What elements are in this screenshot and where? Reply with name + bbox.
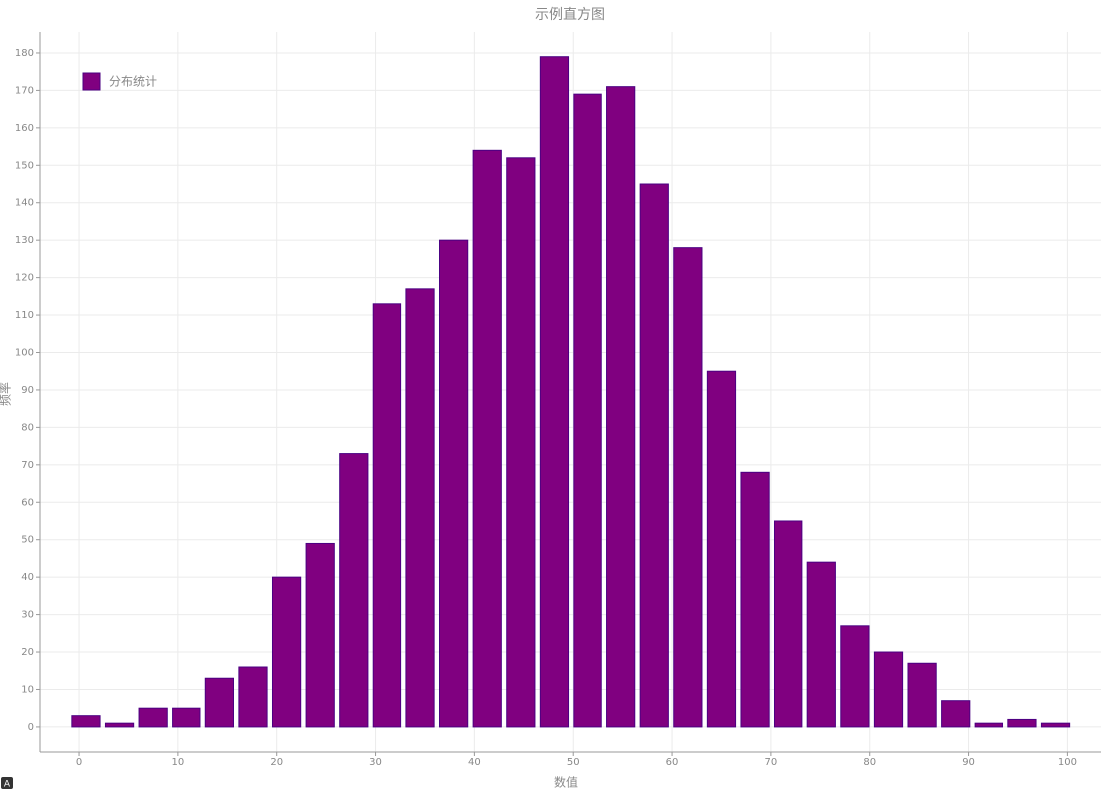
x-tick-label: 20 [270,757,283,768]
x-tick-label: 90 [962,757,975,768]
bar [138,707,168,728]
bar [104,722,135,728]
y-tick-label: 30 [21,610,34,621]
bar [606,86,636,728]
y-tick-label: 140 [15,198,34,209]
bar [439,239,469,728]
bar [372,303,402,728]
bar [1007,718,1037,728]
legend-swatch [82,72,101,91]
legend-label: 分布统计 [109,75,157,89]
bar [740,471,770,728]
bar [271,576,302,728]
bar [305,542,335,728]
y-tick-label: 110 [15,310,34,321]
bar [974,722,1004,728]
x-tick-label: 80 [863,757,876,768]
bar [907,662,937,728]
y-tick-label: 130 [15,235,34,246]
bar [573,93,602,728]
x-tick-label: 70 [765,757,778,768]
y-tick-label: 80 [21,422,34,433]
bar [673,247,703,728]
bar [840,625,870,728]
bar [706,370,737,728]
y-tick-label: 0 [28,722,34,733]
y-tick-label: 20 [21,647,34,658]
y-tick-label: 90 [21,385,34,396]
bar [1040,722,1071,728]
bar [539,56,570,728]
bar [506,157,536,728]
x-tick-label: 50 [567,757,580,768]
icon [1,777,13,789]
bar [472,149,502,728]
bar [773,520,803,728]
x-tick-label: 40 [468,757,481,768]
y-tick-label: 50 [21,535,34,546]
x-axis-label: 数值 [554,775,578,790]
y-tick-label: 40 [21,572,34,583]
y-tick-label: 120 [15,273,34,284]
y-tick-label: 160 [15,123,34,134]
y-tick-label: 150 [15,160,34,171]
x-tick-label: 0 [76,757,82,768]
y-axis-label: 频率 [0,382,13,406]
bar [71,715,101,728]
y-tick-label: 60 [21,497,34,508]
y-tick-label: 70 [21,460,34,471]
bar [339,453,369,728]
bar [405,288,435,728]
icon-glyph: A [4,780,11,790]
y-tick-label: 10 [21,684,34,695]
y-tick-label: 170 [15,85,34,96]
x-tick-label: 10 [172,757,185,768]
bar [204,677,235,728]
y-tick-label: 100 [15,347,34,358]
bar [172,707,201,728]
x-tick-label: 100 [1058,757,1077,768]
x-tick-label: 30 [369,757,382,768]
bar [238,666,268,728]
y-tick-label: 180 [15,48,34,59]
chart-title: 示例直方图 [535,6,605,23]
x-tick-label: 60 [666,757,679,768]
bar [873,651,904,728]
bar [806,561,836,728]
bar [941,700,971,728]
bar [639,183,669,728]
